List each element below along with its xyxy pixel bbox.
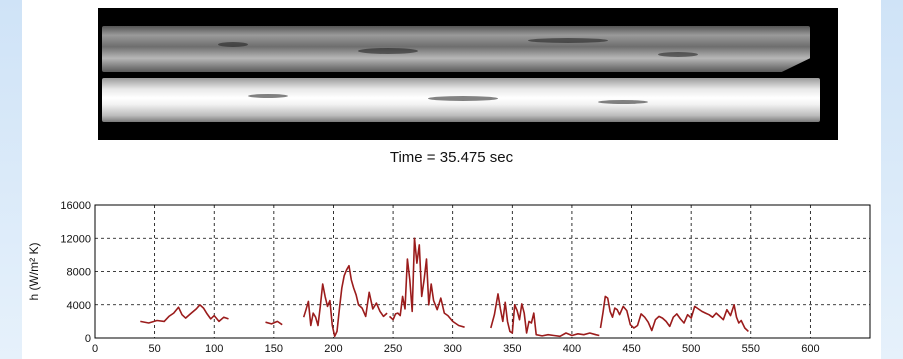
x-tick-label: 50 [148, 343, 160, 355]
x-tick-label: 100 [205, 343, 223, 355]
speckle [248, 94, 288, 98]
plot-frame [94, 204, 871, 339]
y-tick-label: 12000 [60, 233, 91, 245]
x-tick-labels: 0 50 100 150 200 250 300 350 400 450 500 550 600 [92, 343, 820, 355]
y-tick-label: 0 [85, 333, 91, 345]
y-tick-label: 16000 [60, 200, 91, 212]
series-line-segment [490, 293, 600, 338]
series-layer [140, 237, 749, 338]
x-tick-label: 500 [682, 343, 700, 355]
x-tick-label: 400 [563, 343, 581, 355]
series-line-segment [140, 303, 229, 324]
series-line-segment [599, 295, 749, 332]
series-line-segment [302, 264, 388, 338]
time-caption: Time = 35.475 sec [389, 149, 514, 166]
y-tick-label: 4000 [67, 300, 91, 312]
series-line-segment [265, 320, 283, 326]
x-tick-label: 150 [265, 343, 283, 355]
series-line-segment [388, 237, 465, 328]
x-tick-label: 200 [324, 343, 342, 355]
speckle [358, 48, 418, 54]
x-tick-label: 0 [92, 343, 98, 355]
x-tick-label: 600 [801, 343, 819, 355]
y-tick-label: 8000 [67, 267, 91, 279]
speckle [218, 42, 248, 47]
speckle [428, 96, 498, 101]
speckle [598, 100, 648, 104]
upper-sample-strip [102, 26, 810, 72]
y-axis-label: h (W/m² K) [27, 243, 41, 301]
x-tick-label: 350 [503, 343, 521, 355]
speckle [658, 52, 698, 57]
y-tick-labels: 0 4000 8000 12000 16000 [60, 200, 91, 345]
left-frame-border [0, 0, 22, 359]
x-tick-label: 250 [384, 343, 402, 355]
video-frame [98, 8, 838, 140]
x-tick-label: 450 [622, 343, 640, 355]
x-tick-label: 300 [444, 343, 462, 355]
x-tick-label: 550 [742, 343, 760, 355]
speckle [528, 38, 608, 43]
right-frame-border [881, 0, 903, 359]
